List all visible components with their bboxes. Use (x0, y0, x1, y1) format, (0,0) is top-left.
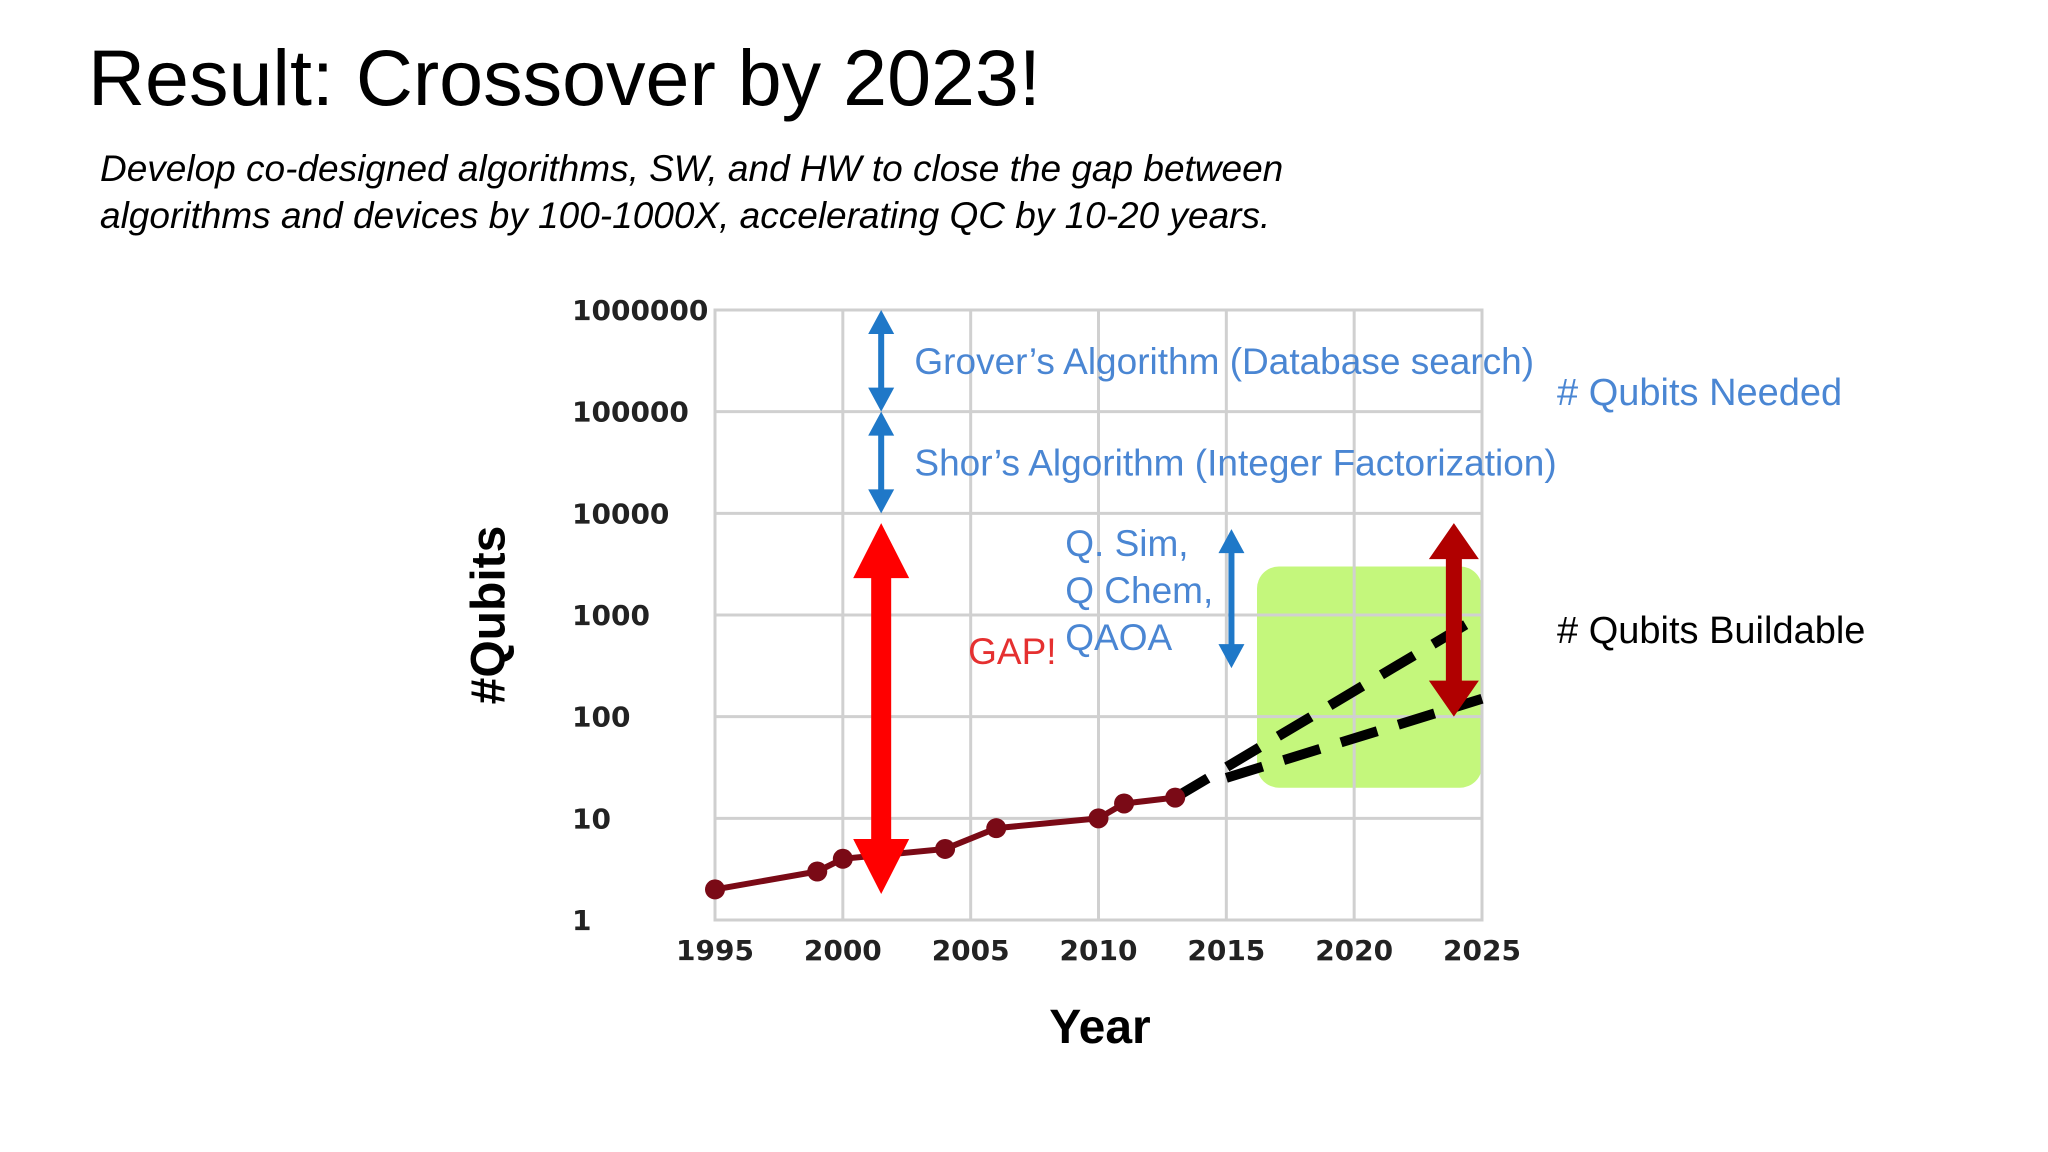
gap-label: GAP! (968, 631, 1056, 672)
buildable-series (705, 787, 1186, 900)
y-tick-label: 1000 (572, 599, 650, 632)
x-tick-label: 2020 (1315, 934, 1393, 967)
y-tick-label: 1000000 (572, 294, 708, 327)
x-tick-label: 2005 (932, 934, 1010, 967)
range-label-line: QAOA (1065, 617, 1172, 658)
series-point (832, 848, 853, 869)
subtitle-line: Develop co-designed algorithms, SW, and … (100, 148, 1284, 189)
plot-frame (713, 308, 1484, 922)
range-label-line: Q Chem, (1065, 570, 1213, 611)
range-label: Shor’s Algorithm (Integer Factorization) (914, 443, 1556, 484)
slide-title: Result: Crossover by 2023! (88, 33, 1041, 122)
x-axis-label: Year (1049, 1001, 1151, 1054)
slide-subtitle: Develop co-designed algorithms, SW, and … (100, 145, 1283, 239)
range-labels: Grover’s Algorithm (Database search) Shor… (914, 341, 1556, 672)
y-tick-label: 100000 (572, 396, 689, 429)
projection-arrow (1428, 523, 1479, 717)
projection-region-layer (1257, 566, 1482, 788)
y-tick-label: 10000 (572, 497, 669, 530)
projection-lines (1172, 610, 1485, 802)
series-point (986, 818, 1007, 839)
chart-grid (713, 308, 1484, 922)
projection-line (1224, 693, 1484, 783)
range-label: Grover’s Algorithm (Database search) (914, 341, 1534, 382)
y-tick-label: 100 (572, 701, 630, 734)
series-point (1114, 793, 1135, 814)
series-point (1165, 787, 1186, 808)
x-tick-label: 2000 (804, 934, 882, 967)
range-label-line: Q. Sim, (1065, 523, 1188, 564)
x-tick-label: 2025 (1443, 934, 1521, 967)
gap-arrow (853, 523, 910, 895)
series-point (807, 861, 828, 882)
y-tick-label: 1 (572, 904, 591, 937)
needed-range-arrow (868, 310, 895, 412)
range-arrows (853, 310, 1479, 895)
x-tick-label: 1995 (676, 934, 754, 967)
projection-region (1257, 566, 1482, 788)
subtitle-line: algorithms and devices by 100-1000X, acc… (100, 195, 1271, 236)
legend-qubits-buildable: # Qubits Buildable (1557, 610, 1866, 652)
needed-range-arrow (868, 411, 895, 514)
y-tick-label: 10 (572, 802, 611, 835)
series-point (705, 879, 725, 900)
legend-qubits-needed: # Qubits Needed (1557, 372, 1843, 414)
x-tick-label: 2010 (1060, 934, 1138, 967)
series-point (935, 838, 956, 859)
needed-range-arrow (1218, 529, 1245, 669)
axis-ticks: 1995 2000 2005 2010 2015 2020 2025 1 10 100 1000 10… (572, 294, 1521, 967)
x-tick-label: 2015 (1187, 934, 1265, 967)
series-point (1088, 808, 1109, 829)
